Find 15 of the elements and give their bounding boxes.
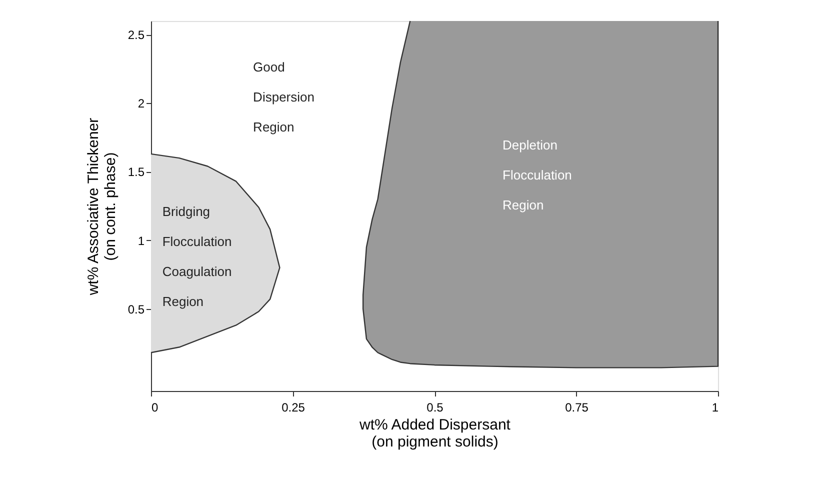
y-tick-label: 2 <box>138 96 145 111</box>
annotation: Depletion Flocculation Region <box>502 137 572 212</box>
y-tick-label: 2.5 <box>128 28 145 42</box>
annotation: Bridging Flocculation Coagulation Region <box>162 204 232 309</box>
x-tick-label: 0 <box>152 400 158 414</box>
x-tick-label: 0.75 <box>565 400 589 414</box>
y-axis-title: wt% Associative Thickener (on cont. phase) <box>84 118 119 296</box>
y-tick-label: 1 <box>138 234 145 248</box>
x-tick-label: 0.25 <box>282 400 306 414</box>
y-tick-label: 0.5 <box>128 302 145 316</box>
x-axis-title: wt% Added Dispersant (on pigment solids) <box>358 416 512 450</box>
annotation: Good Dispersion Region <box>253 60 314 135</box>
y-tick-label: 1.5 <box>128 165 145 180</box>
x-tick-label: 1 <box>712 400 719 414</box>
x-tick-label: 0.5 <box>426 400 444 414</box>
